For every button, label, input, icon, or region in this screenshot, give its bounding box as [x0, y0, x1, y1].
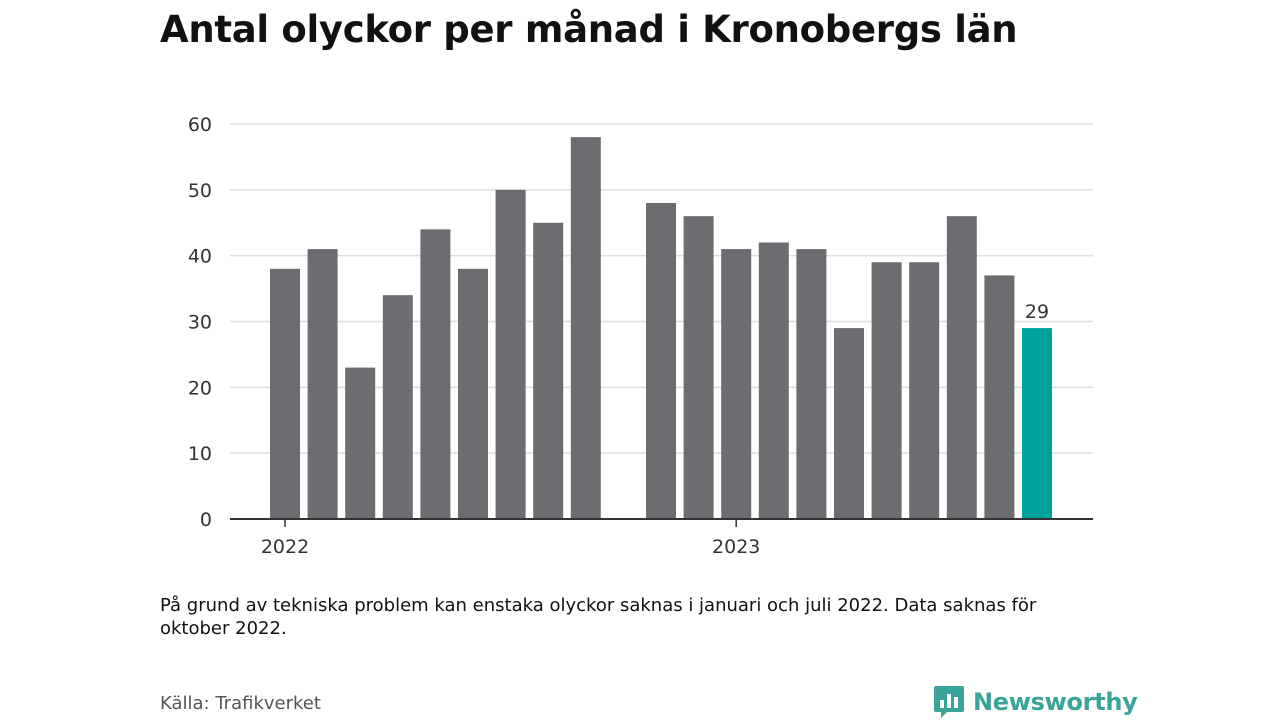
bar-2023-01	[721, 249, 752, 520]
bar-2023-04	[834, 328, 864, 519]
bar-2022-05	[420, 229, 451, 520]
newsworthy-logo-icon	[934, 686, 964, 718]
y-tick-label: 40	[188, 246, 212, 268]
chart-title: Antal olyckor per månad i Kronobergs län	[160, 8, 1018, 51]
bar-2022-09	[570, 137, 601, 519]
bar-2022-03	[345, 367, 376, 519]
y-tick-label: 20	[188, 377, 212, 399]
bar-2023-03	[796, 249, 827, 520]
y-tick-label: 50	[188, 180, 212, 202]
bar-2023-06	[909, 262, 940, 519]
source-text: Källa: Trafikverket	[160, 693, 321, 714]
brand-logo[interactable]: Newsworthy	[933, 684, 1138, 720]
bar-2022-01	[270, 268, 300, 519]
bar-2023-07	[946, 216, 977, 519]
y-tick-label: 0	[200, 509, 212, 531]
bar-2022-12	[683, 216, 714, 519]
y-tick-label: 30	[188, 312, 212, 334]
bars	[270, 137, 1052, 520]
bar-2023-09	[1022, 328, 1052, 519]
x-axis: 2022 2023	[230, 518, 1093, 558]
chart-note: På grund av tekniska problem kan enstaka…	[160, 595, 1037, 639]
x-tick-label: 2023	[712, 536, 760, 558]
brand-name: Newsworthy	[973, 688, 1138, 716]
bar-2022-04	[382, 295, 413, 519]
bar-2022-08	[533, 222, 564, 519]
bar-2022-07	[495, 189, 526, 520]
data-label-latest: 29	[1025, 301, 1049, 323]
bar-2023-08	[984, 275, 1015, 519]
bar-2023-02	[758, 242, 789, 519]
bar-2022-11	[646, 203, 676, 519]
y-tick-label: 10	[188, 443, 212, 465]
data-labels: 29	[1025, 301, 1049, 323]
y-axis-ticks: 0 10 20 30 40 50 60	[188, 114, 212, 531]
y-tick-label: 60	[188, 114, 212, 136]
bar-2023-05	[871, 262, 902, 519]
bar-chart: 0 10 20 30 40 50 60 2022 2023 29	[188, 114, 1093, 558]
bar-2022-06	[458, 268, 488, 519]
x-tick-label: 2022	[261, 536, 309, 558]
bar-2022-02	[307, 249, 338, 520]
